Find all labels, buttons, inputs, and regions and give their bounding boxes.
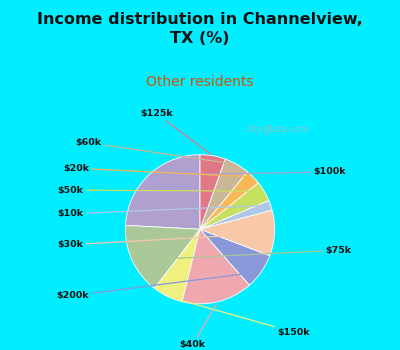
- Wedge shape: [200, 183, 269, 229]
- Wedge shape: [200, 172, 258, 229]
- Text: $125k: $125k: [140, 109, 210, 154]
- Wedge shape: [200, 229, 270, 285]
- Wedge shape: [200, 201, 272, 229]
- Text: $50k: $50k: [58, 186, 262, 195]
- Text: Income distribution in Channelview,
TX (%): Income distribution in Channelview, TX (…: [37, 12, 363, 46]
- Wedge shape: [182, 229, 250, 304]
- Wedge shape: [200, 210, 275, 256]
- Wedge shape: [200, 155, 225, 229]
- Text: ⓘ: ⓘ: [264, 125, 270, 135]
- Text: Other residents: Other residents: [146, 75, 254, 89]
- Text: $20k: $20k: [63, 164, 250, 177]
- Text: City-Data.com: City-Data.com: [245, 125, 309, 134]
- Text: $150k: $150k: [170, 297, 310, 337]
- Text: $10k: $10k: [57, 205, 268, 218]
- Text: $100k: $100k: [151, 167, 346, 176]
- Wedge shape: [200, 159, 248, 229]
- Wedge shape: [125, 225, 200, 288]
- Wedge shape: [126, 155, 200, 229]
- Text: $75k: $75k: [135, 246, 352, 260]
- Text: $40k: $40k: [180, 304, 216, 349]
- Text: $30k: $30k: [58, 233, 272, 249]
- Wedge shape: [154, 229, 200, 302]
- Text: $60k: $60k: [76, 138, 234, 164]
- Text: $200k: $200k: [56, 272, 259, 300]
